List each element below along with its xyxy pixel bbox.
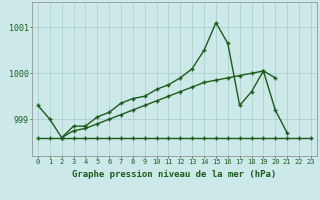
X-axis label: Graphe pression niveau de la mer (hPa): Graphe pression niveau de la mer (hPa) xyxy=(72,170,276,179)
